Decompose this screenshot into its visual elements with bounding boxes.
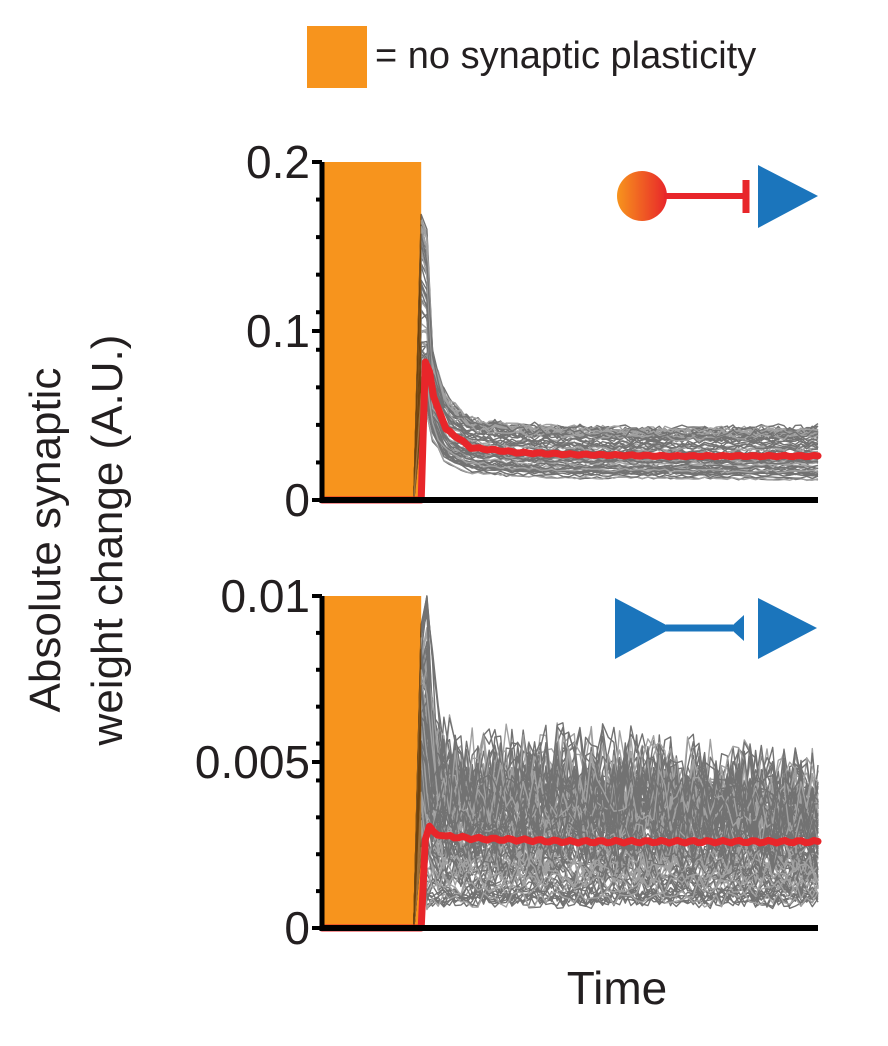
plasticity-off-region <box>322 596 422 928</box>
individual-trace <box>413 252 819 501</box>
individual-trace <box>413 382 819 501</box>
individual-trace <box>413 820 819 929</box>
inhibitory-neuron-icon <box>617 171 667 221</box>
individual-trace <box>413 233 819 501</box>
y-tick-label: 0.005 <box>195 736 310 788</box>
individual-trace <box>413 826 819 929</box>
y-tick-label: 0.1 <box>246 305 310 357</box>
y-tick-label: 0 <box>284 902 310 954</box>
panel-bottom: 0 0.005 0.01 <box>195 570 822 954</box>
individual-trace <box>413 340 819 501</box>
individual-trace <box>413 685 819 929</box>
excitatory-terminal-icon <box>734 615 744 641</box>
inhibitory-synapse-icon <box>617 165 818 228</box>
individual-trace <box>413 748 819 929</box>
y-axis-label-line2: weight change (A.U.) <box>83 335 132 747</box>
y-tick-label: 0.01 <box>220 570 310 622</box>
panel-top: 0 0.1 0.2 <box>246 136 822 526</box>
individual-trace <box>413 226 819 501</box>
individual-trace <box>413 341 819 501</box>
excitatory-synapse-icon <box>615 598 817 659</box>
individual-trace <box>413 375 819 501</box>
individual-trace <box>413 301 819 501</box>
excitatory-source-neuron-icon <box>615 598 672 659</box>
individual-trace <box>413 768 819 929</box>
y-axis-label-line1: Absolute synaptic <box>21 368 70 713</box>
excitatory-target-neuron-icon <box>758 598 817 659</box>
individual-trace <box>413 406 819 501</box>
individual-trace <box>413 340 819 501</box>
individual-trace <box>413 802 819 929</box>
individual-trace <box>413 847 819 929</box>
plasticity-off-region <box>322 162 422 500</box>
individual-trace <box>413 413 819 501</box>
individual-trace <box>413 352 819 501</box>
legend-label: = no synaptic plasticity <box>375 35 756 77</box>
legend-swatch <box>307 26 367 88</box>
individual-trace <box>413 669 819 929</box>
y-tick-label: 0.2 <box>246 136 310 188</box>
individual-trace <box>413 285 819 501</box>
individual-trace <box>413 282 819 501</box>
excitatory-target-neuron-icon <box>758 165 818 228</box>
x-axis-label: Time <box>567 962 668 1014</box>
legend: = no synaptic plasticity <box>307 26 756 88</box>
y-tick-label: 0 <box>284 474 310 526</box>
individual-trace <box>413 376 819 501</box>
y-axis-label: Absolute synaptic weight change (A.U.) <box>21 335 132 747</box>
individual-trace <box>413 262 819 501</box>
individual-trace <box>413 654 819 929</box>
individual-trace <box>413 840 819 929</box>
